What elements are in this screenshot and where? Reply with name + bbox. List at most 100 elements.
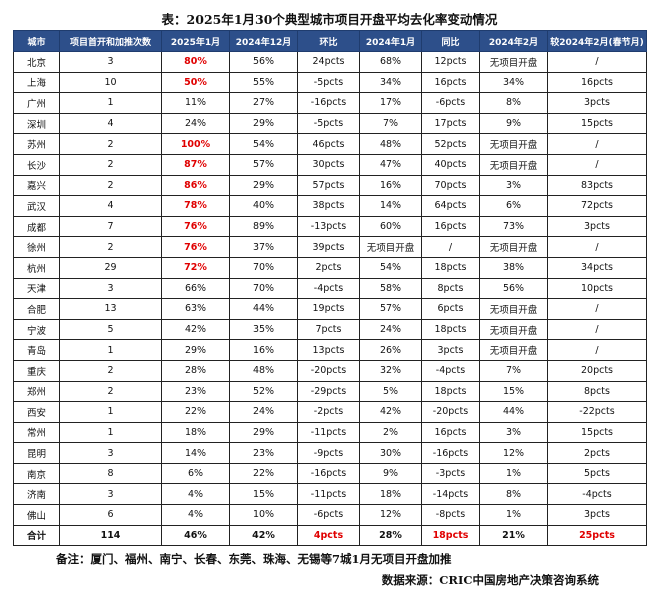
cell-count: 5 <box>59 318 162 341</box>
cell-jan24: 26% <box>359 339 422 361</box>
cell-vs_feb24: 20pcts <box>547 359 647 382</box>
table-row: 徐州 2 76% 37% 39pcts 无项目开盘 / 无项目开盘 / <box>13 236 647 258</box>
cell-jan24: 24% <box>359 318 422 341</box>
cell-vs_feb24: / <box>547 153 647 176</box>
table-row: 佛山 6 4% 10% -6pcts 12% -8pcts 1% 3pcts <box>13 504 647 526</box>
cell-vs_feb24: 72pcts <box>547 195 647 217</box>
cell-city: 北京 <box>13 51 60 73</box>
cell-vs_feb24: / <box>547 133 647 155</box>
cell-feb24: 无项目开盘 <box>479 153 548 176</box>
cell-count: 4 <box>59 112 162 135</box>
cell-yoy: 6pcts <box>421 298 480 320</box>
cell-vs_feb24: 15pcts <box>547 112 647 135</box>
cell-yoy: 40pcts <box>421 153 480 176</box>
column-header: 2024年2月 <box>479 30 548 52</box>
cell-jan24: 16% <box>359 174 422 197</box>
cell-jan24: 12% <box>359 504 422 526</box>
cell-jan24: 5% <box>359 380 422 403</box>
total-cell-mom: 4pcts <box>297 524 360 547</box>
cell-mom: 30pcts <box>297 153 360 176</box>
cell-vs_feb24: -4pcts <box>547 483 647 506</box>
cell-mom: -11pcts <box>297 421 360 444</box>
cell-mom: -16pcts <box>297 462 360 485</box>
cell-feb24: 9% <box>479 112 548 135</box>
cell-feb24: 无项目开盘 <box>479 318 548 341</box>
cell-city: 重庆 <box>13 359 60 382</box>
cell-yoy: -20pcts <box>421 401 480 423</box>
cell-vs_feb24: 16pcts <box>547 71 647 94</box>
cell-city: 合肥 <box>13 298 60 320</box>
cell-vs_feb24: 34pcts <box>547 256 647 279</box>
cell-city: 常州 <box>13 421 60 444</box>
cell-feb24: 34% <box>479 71 548 94</box>
column-header: 同比 <box>421 30 480 52</box>
cell-yoy: -3pcts <box>421 462 480 485</box>
footnote: 备注：厦门、福州、南宁、长春、东莞、珠海、无锡等7城1月无项目开盘加推 <box>56 552 452 566</box>
cell-count: 3 <box>59 51 162 73</box>
cell-count: 1 <box>59 92 162 114</box>
cell-dec24: 48% <box>229 359 298 382</box>
cell-feb24: 12% <box>479 442 548 464</box>
cell-count: 3 <box>59 442 162 464</box>
cell-vs_feb24: 5pcts <box>547 462 647 485</box>
cell-yoy: 18pcts <box>421 256 480 279</box>
table-row: 苏州 2 100% 54% 46pcts 48% 52pcts 无项目开盘 / <box>13 133 647 155</box>
cell-jan24: 无项目开盘 <box>359 236 422 258</box>
cell-city: 西安 <box>13 401 60 423</box>
cell-jan25: 87% <box>161 153 230 176</box>
cell-jan24: 9% <box>359 462 422 485</box>
column-header: 2024年1月 <box>359 30 422 52</box>
cell-jan24: 54% <box>359 256 422 279</box>
cell-dec24: 37% <box>229 236 298 258</box>
cell-mom: 2pcts <box>297 256 360 279</box>
cell-yoy: 16pcts <box>421 215 480 238</box>
cell-count: 2 <box>59 380 162 403</box>
cell-jan24: 47% <box>359 153 422 176</box>
cell-city: 深圳 <box>13 112 60 135</box>
cell-jan24: 42% <box>359 401 422 423</box>
cell-yoy: 16pcts <box>421 71 480 94</box>
cell-vs_feb24: / <box>547 298 647 320</box>
table-row: 昆明 3 14% 23% -9pcts 30% -16pcts 12% 2pcts <box>13 442 647 464</box>
cell-dec24: 70% <box>229 277 298 300</box>
table-row: 长沙 2 87% 57% 30pcts 47% 40pcts 无项目开盘 / <box>13 153 647 176</box>
cell-feb24: 无项目开盘 <box>479 339 548 361</box>
cell-mom: -11pcts <box>297 483 360 506</box>
table-row: 深圳 4 24% 29% -5pcts 7% 17pcts 9% 15pcts <box>13 112 647 135</box>
column-header: 环比 <box>297 30 360 52</box>
cell-dec24: 54% <box>229 133 298 155</box>
city-absorption-table: 城市 项目首开和加推次数 2025年1月 2024年12月 环比 2024年1月 同比 202… <box>13 30 647 547</box>
cell-feb24: 1% <box>479 462 548 485</box>
cell-city: 广州 <box>13 92 60 114</box>
cell-yoy: 3pcts <box>421 339 480 361</box>
cell-dec24: 56% <box>229 51 298 73</box>
total-cell-count: 114 <box>59 524 162 547</box>
cell-dec24: 29% <box>229 174 298 197</box>
cell-yoy: 70pcts <box>421 174 480 197</box>
table-row: 天津 3 66% 70% -4pcts 58% 8pcts 56% 10pcts <box>13 277 647 300</box>
cell-jan25: 50% <box>161 71 230 94</box>
cell-jan25: 72% <box>161 256 230 279</box>
cell-yoy: 17pcts <box>421 112 480 135</box>
cell-city: 昆明 <box>13 442 60 464</box>
cell-jan24: 14% <box>359 195 422 217</box>
cell-count: 2 <box>59 174 162 197</box>
cell-mom: -9pcts <box>297 442 360 464</box>
cell-jan25: 28% <box>161 359 230 382</box>
cell-city: 宁波 <box>13 318 60 341</box>
cell-city: 成都 <box>13 215 60 238</box>
cell-dec24: 57% <box>229 153 298 176</box>
cell-vs_feb24: 3pcts <box>547 92 647 114</box>
cell-mom: 19pcts <box>297 298 360 320</box>
cell-mom: -20pcts <box>297 359 360 382</box>
cell-jan24: 32% <box>359 359 422 382</box>
table-row: 宁波 5 42% 35% 7pcts 24% 18pcts 无项目开盘 / <box>13 318 647 341</box>
cell-count: 13 <box>59 298 162 320</box>
cell-city: 嘉兴 <box>13 174 60 197</box>
total-cell-jan24: 28% <box>359 524 422 547</box>
cell-mom: 57pcts <box>297 174 360 197</box>
cell-jan25: 4% <box>161 504 230 526</box>
cell-city: 南京 <box>13 462 60 485</box>
table-row: 杭州 29 72% 70% 2pcts 54% 18pcts 38% 34pcts <box>13 256 647 279</box>
cell-count: 2 <box>59 133 162 155</box>
